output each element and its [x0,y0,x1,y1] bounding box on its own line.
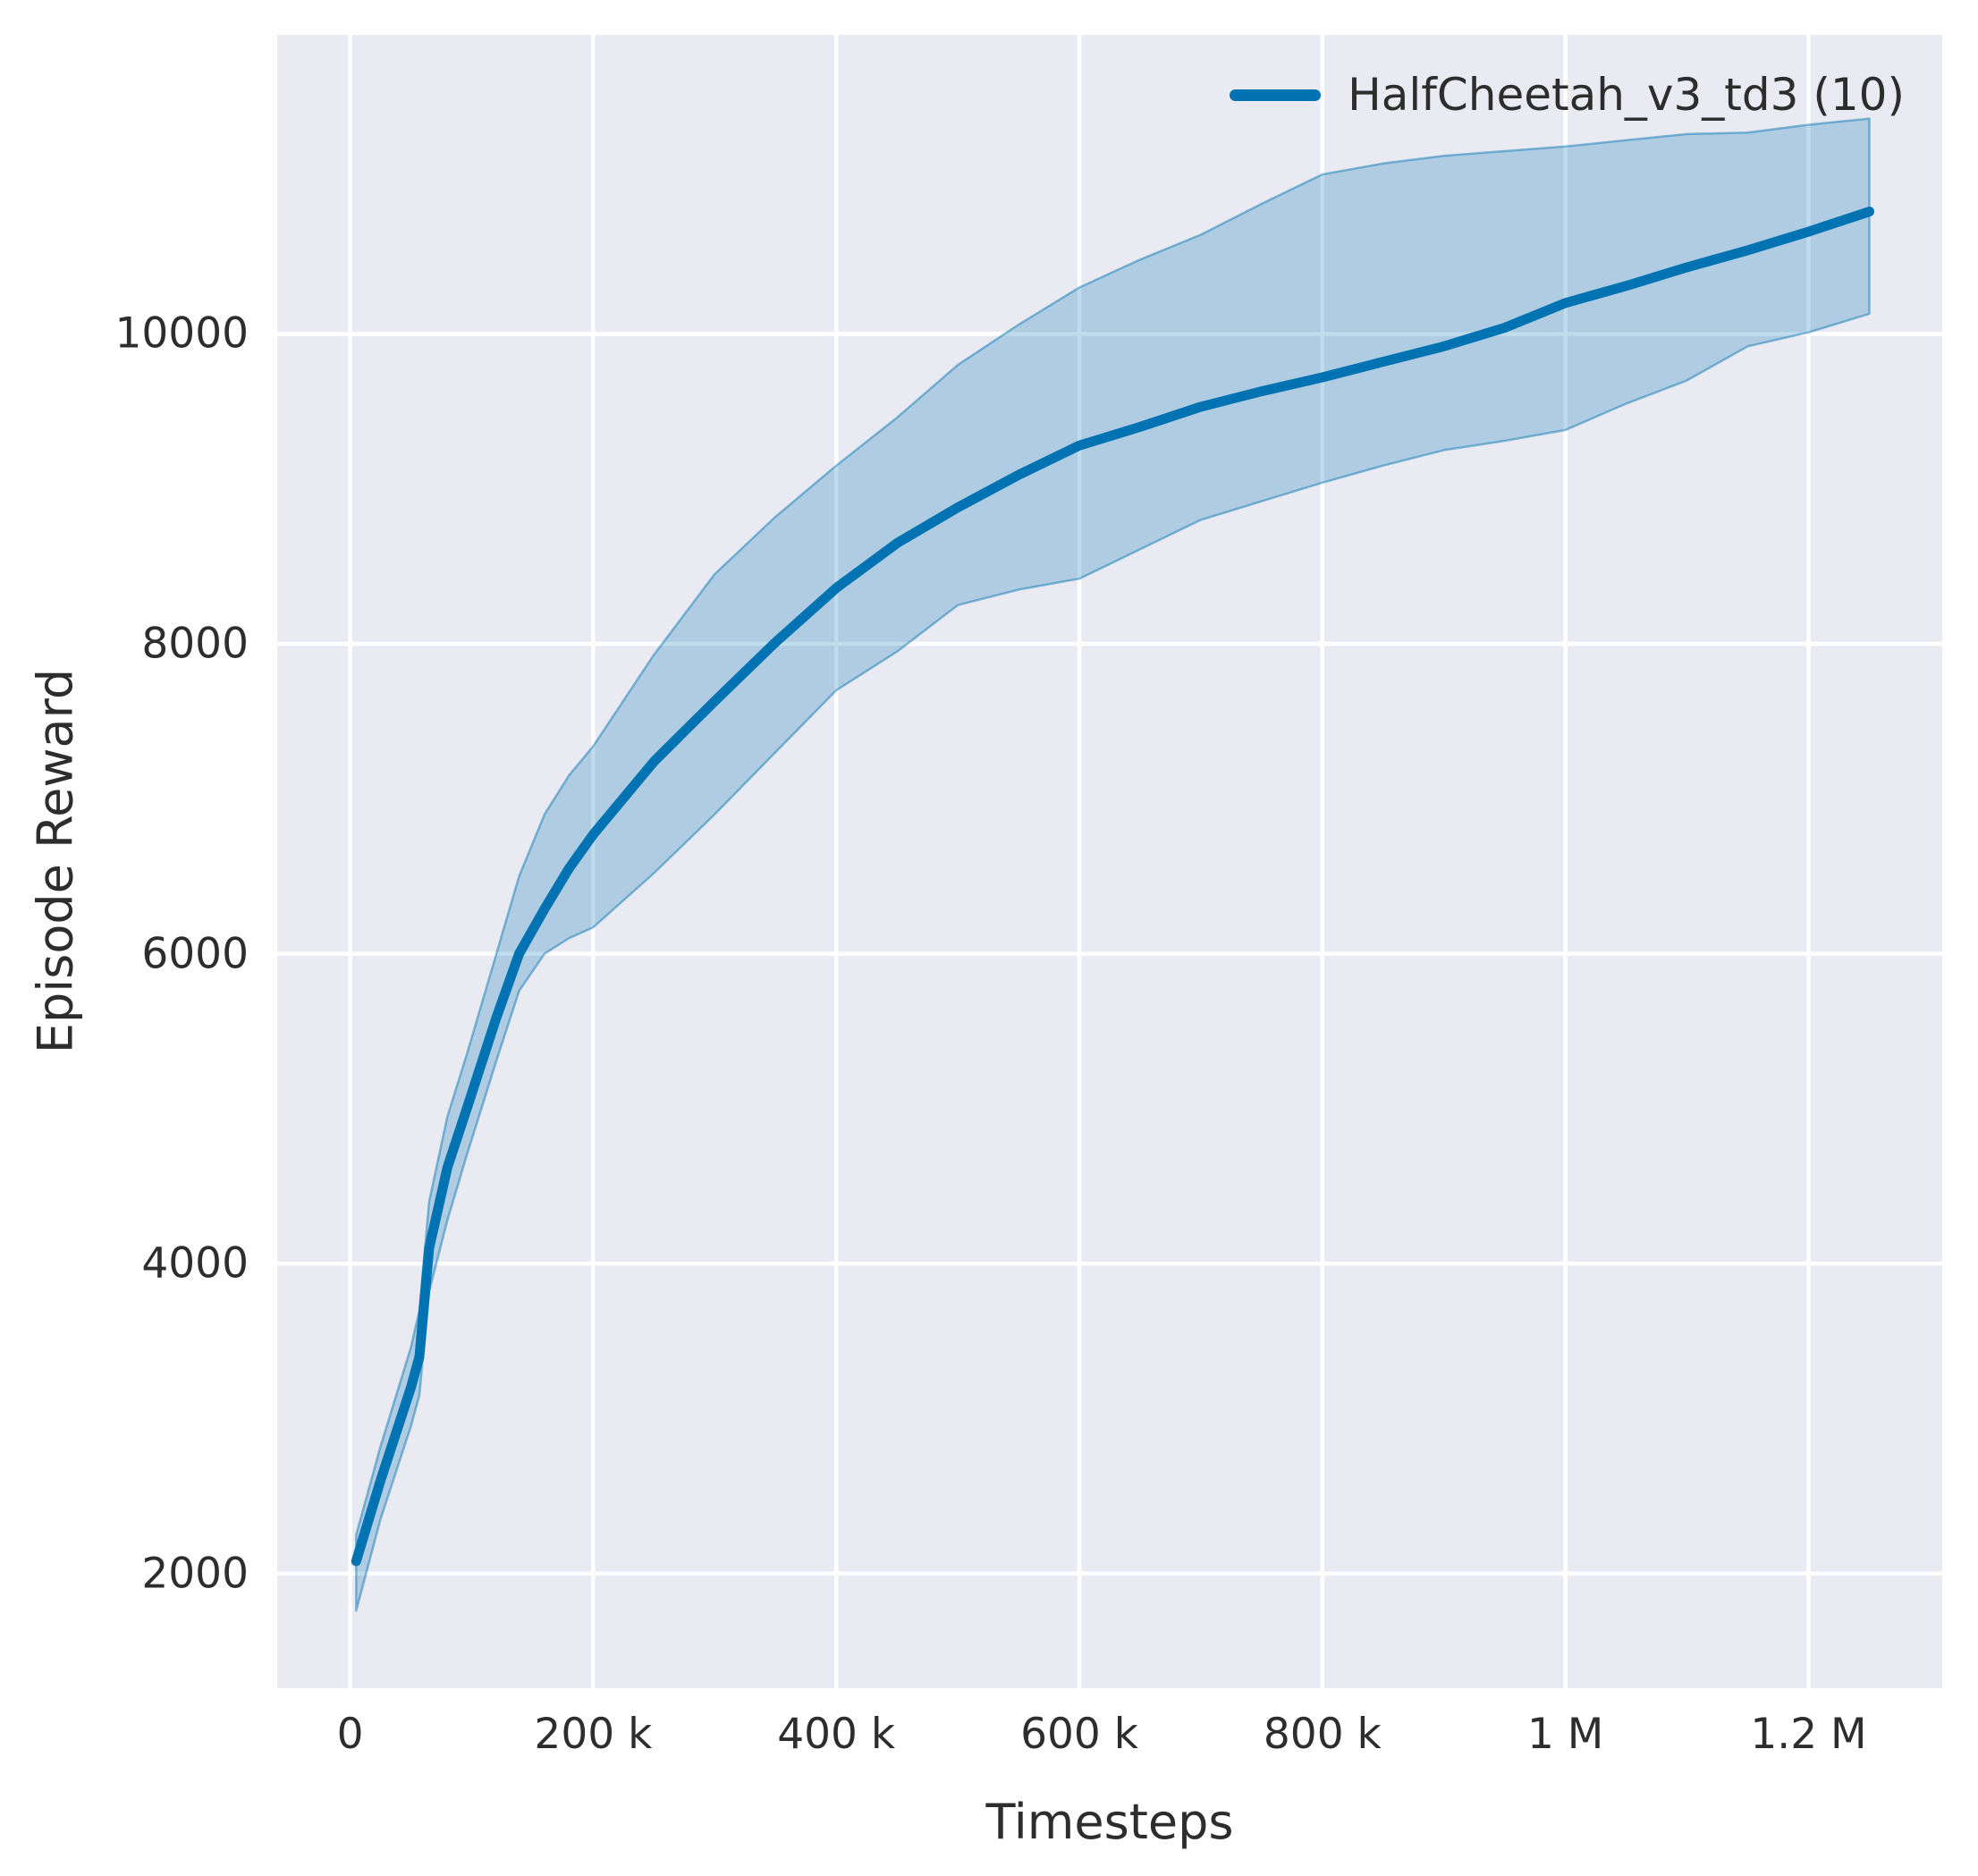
y-tick-label: 6000 [141,929,249,979]
y-tick-label: 10000 [114,308,249,359]
x-tick-label: 400 k [777,1710,896,1759]
plot-area: HalfCheetah_v3_td3 (10) [277,35,1942,1688]
mean-line [351,207,1874,1567]
y-axis-title: Episode Reward [27,668,84,1054]
x-tick-label: 200 k [534,1710,653,1759]
x-tick-label: 600 k [1020,1710,1138,1759]
x-axis-title: Timesteps [985,1794,1234,1850]
y-tick-label: 8000 [141,619,249,669]
chart-canvas [277,35,1942,1688]
x-tick-label: 1.2 M [1750,1710,1867,1759]
confidence-band [355,117,1871,1612]
y-tick-label: 2000 [141,1549,249,1599]
y-tick-label: 4000 [141,1238,249,1289]
x-tick-label: 0 [336,1710,364,1759]
x-tick-label: 800 k [1263,1710,1382,1759]
x-tick-label: 1 M [1526,1710,1604,1759]
